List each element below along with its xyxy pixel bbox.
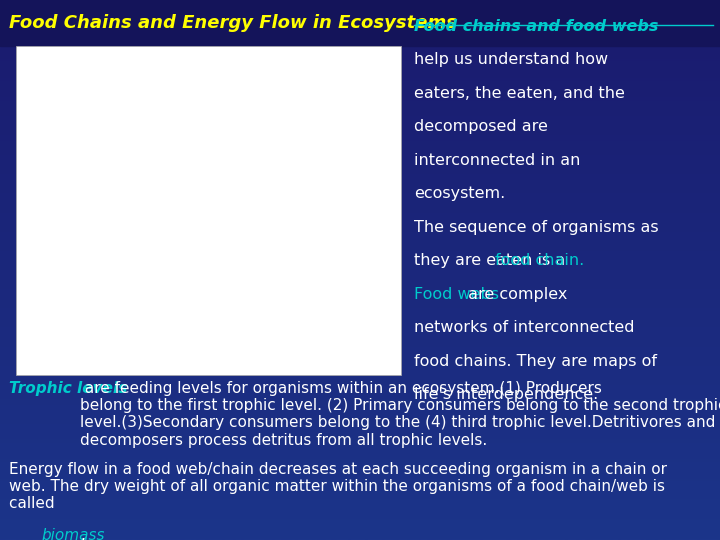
- Text: Trophic levels: Trophic levels: [9, 381, 127, 396]
- Text: Energy flow in a food web/chain decreases at each succeeding organism in a chain: Energy flow in a food web/chain decrease…: [9, 462, 667, 511]
- Text: The sequence of organisms as: The sequence of organisms as: [414, 220, 659, 235]
- Text: eaters, the eaten, and the: eaters, the eaten, and the: [414, 86, 625, 101]
- Text: .: .: [81, 528, 86, 540]
- Text: food chain.: food chain.: [495, 253, 585, 268]
- Text: interconnected in an: interconnected in an: [414, 153, 580, 168]
- Text: help us understand how: help us understand how: [414, 52, 608, 68]
- Text: Food Chains and Energy Flow in Ecosystems: Food Chains and Energy Flow in Ecosystem…: [9, 14, 456, 32]
- Text: they are eaten is a: they are eaten is a: [414, 253, 570, 268]
- Text: are complex: are complex: [463, 287, 567, 302]
- Bar: [16, 46, 401, 375]
- Text: networks of interconnected: networks of interconnected: [414, 320, 634, 335]
- Text: life's interdependence.: life's interdependence.: [414, 387, 598, 402]
- Text: Food webs: Food webs: [414, 287, 499, 302]
- Text: are feeding levels for organisms within an ecosystem.(1) Producers
belong to the: are feeding levels for organisms within …: [80, 381, 720, 448]
- Text: decomposed are: decomposed are: [414, 119, 548, 134]
- Text: Food chains and food webs: Food chains and food webs: [414, 19, 658, 34]
- Text: food chains. They are maps of: food chains. They are maps of: [414, 354, 657, 369]
- Bar: [0, 0, 720, 46]
- Text: biomass: biomass: [42, 528, 105, 540]
- Text: ecosystem.: ecosystem.: [414, 186, 505, 201]
